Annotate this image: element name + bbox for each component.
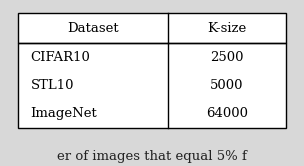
Text: CIFAR10: CIFAR10 [30, 51, 90, 64]
Bar [18, 13, 286, 43]
Bar [18, 43, 286, 128]
Text: er of images that equal 5% f: er of images that equal 5% f [57, 150, 247, 163]
Bar [18, 43, 286, 128]
Text: 5000: 5000 [210, 79, 244, 92]
Text: K-size: K-size [207, 22, 247, 35]
Bar [18, 13, 286, 43]
Text: ImageNet: ImageNet [30, 107, 97, 120]
Text: 64000: 64000 [206, 107, 248, 120]
Text: Dataset: Dataset [67, 22, 119, 35]
Text: STL10: STL10 [30, 79, 74, 92]
Text: 2500: 2500 [210, 51, 244, 64]
